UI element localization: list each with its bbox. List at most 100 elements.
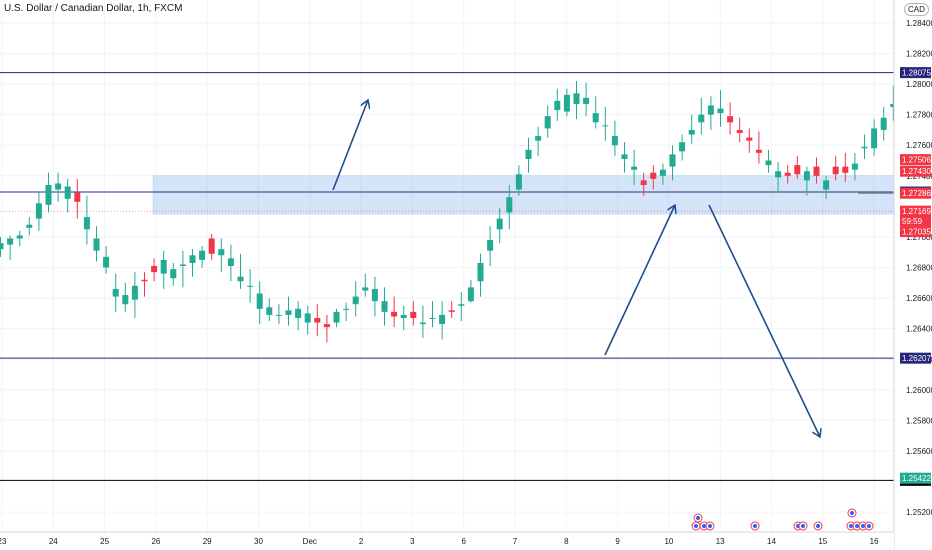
- event-flag-dot: [696, 516, 700, 520]
- chart-symbol-title: U.S. Dollar / Canadian Dollar, 1h, FXCM: [4, 3, 183, 14]
- candle-body: [832, 166, 839, 175]
- y-tick-label: 1.28000: [906, 80, 932, 89]
- y-tick-label: 1.28200: [906, 50, 932, 59]
- candle-body: [535, 136, 542, 141]
- candle-body: [631, 166, 638, 170]
- candle-body: [55, 183, 62, 190]
- currency-badge[interactable]: CAD: [904, 3, 929, 16]
- candle-body: [515, 174, 522, 190]
- candle-body: [487, 240, 494, 251]
- candle-body: [170, 269, 177, 279]
- candle-body: [765, 160, 772, 166]
- x-tick-label: 26: [151, 537, 160, 546]
- candle-body: [16, 235, 23, 239]
- x-tick-label: 29: [203, 537, 212, 546]
- price-tag-label: 1.27286: [902, 189, 931, 198]
- price-tag-label: 59:59: [902, 217, 923, 226]
- candle-body: [160, 259, 167, 274]
- candle-body: [659, 169, 666, 176]
- x-tick-label: 16: [870, 537, 879, 546]
- event-flag-dot: [801, 524, 805, 528]
- event-flag-dot: [849, 524, 853, 528]
- candle-body: [141, 279, 148, 282]
- candle-body: [64, 186, 71, 199]
- price-tag-label: 1.27430: [902, 167, 931, 176]
- candle-body: [237, 276, 244, 282]
- candle-body: [362, 287, 369, 291]
- candle-body: [544, 116, 551, 129]
- candle-body: [813, 166, 820, 176]
- candle-body: [525, 149, 532, 159]
- candle-body: [506, 197, 513, 213]
- y-tick-label: 1.27800: [906, 111, 932, 120]
- event-flag-dot: [850, 511, 854, 515]
- candle-body: [439, 314, 446, 325]
- candle-body: [93, 238, 100, 251]
- candle-body: [371, 288, 378, 302]
- candle-body: [266, 307, 273, 315]
- candle-body: [0, 243, 4, 250]
- x-tick-label: 6: [461, 537, 466, 546]
- y-tick-label: 1.26000: [906, 386, 932, 395]
- candle-body: [621, 154, 628, 159]
- candle-body: [122, 295, 129, 305]
- x-tick-label: 23: [0, 537, 7, 546]
- candles-group: [0, 27, 932, 343]
- candle-body: [640, 180, 647, 185]
- candle-body: [650, 172, 657, 179]
- candle-body: [448, 310, 455, 312]
- candle-body: [823, 180, 830, 190]
- uptrend-arrow-2: [604, 205, 675, 356]
- candle-body: [842, 166, 849, 173]
- candle-body: [679, 142, 686, 152]
- candle-body: [573, 93, 580, 104]
- y-tick-label: 1.25600: [906, 447, 932, 456]
- y-tick-label: 1.27600: [906, 141, 932, 150]
- candle-body: [794, 165, 801, 175]
- candle-body: [179, 264, 186, 266]
- price-tag-bg: [900, 187, 931, 199]
- x-tick-label: 9: [615, 537, 620, 546]
- candle-body: [880, 117, 887, 130]
- candle-body: [333, 311, 340, 323]
- price-tag-label: 1.26207: [902, 354, 931, 363]
- projected-downtrend-arrow: [708, 204, 820, 437]
- candle-body: [602, 125, 609, 127]
- y-tick-label: 1.28400: [906, 19, 932, 28]
- y-tick-label: 1.26400: [906, 325, 932, 334]
- candle-body: [285, 310, 292, 315]
- candle-body: [227, 258, 234, 266]
- event-flag-dot: [702, 524, 706, 528]
- candle-body: [35, 203, 42, 219]
- event-flag-dot: [867, 524, 871, 528]
- price-tag-bg: [900, 226, 931, 238]
- candle-body: [467, 287, 474, 302]
- x-tick-label: 3: [410, 537, 415, 546]
- price-tag-bg: [900, 67, 931, 79]
- x-tick-label: 14: [767, 537, 776, 546]
- candle-body: [410, 311, 417, 318]
- price-tag-label: 1.27169: [902, 207, 931, 216]
- x-tick-label: 2: [359, 537, 364, 546]
- candle-body: [746, 137, 753, 141]
- candle-body: [717, 108, 724, 114]
- candle-body: [707, 105, 714, 115]
- time-axis-panel: [0, 532, 894, 550]
- price-tag-label: 1.27035: [902, 228, 931, 237]
- y-tick-label: 1.26600: [906, 294, 932, 303]
- candle-body: [727, 116, 734, 123]
- candle-body: [688, 129, 695, 135]
- candle-body: [295, 308, 302, 318]
- event-flag-dot: [694, 524, 698, 528]
- event-flag-dot: [861, 524, 865, 528]
- candle-body: [199, 250, 206, 260]
- candle-body: [314, 317, 321, 323]
- x-tick-label: 15: [818, 537, 827, 546]
- price-tag-bg: [900, 154, 931, 166]
- price-tag-label: 1.25422: [902, 474, 931, 483]
- event-flag-dot: [753, 524, 757, 528]
- candle-body: [391, 311, 398, 317]
- candle-body: [26, 224, 33, 228]
